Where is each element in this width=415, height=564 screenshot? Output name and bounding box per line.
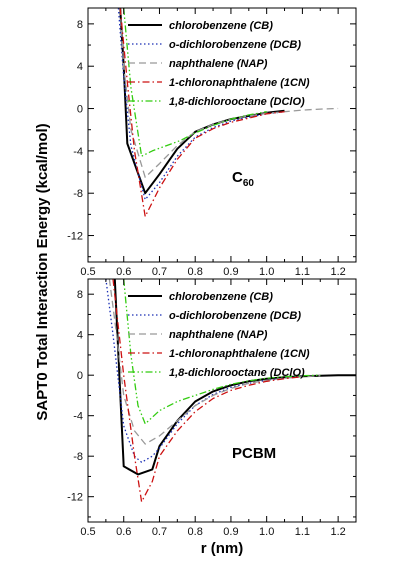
- series-line-pcbm-3: [112, 279, 303, 503]
- x-tick-label: 0.6: [116, 526, 131, 538]
- legend-label: naphthalene (NAP): [169, 58, 268, 70]
- series-line-pcbm-2: [108, 279, 321, 445]
- y-tick-label: -12: [67, 231, 83, 243]
- legend-label: o-dichlorobenzene (DCB): [169, 39, 301, 51]
- series-line-c60-4: [123, 8, 267, 157]
- x-tick-label: 1.1: [295, 266, 310, 278]
- y-tick-label: -12: [67, 492, 83, 504]
- panel-label: PCBM: [232, 445, 276, 462]
- y-tick-label: 8: [77, 289, 83, 301]
- series-line-pcbm-4: [123, 279, 321, 425]
- x-tick-label: 1.0: [259, 266, 274, 278]
- x-tick-label: 1.1: [295, 526, 310, 538]
- x-tick-label: 1.2: [330, 526, 345, 538]
- legend-label: naphthalene (NAP): [169, 329, 268, 341]
- x-tick-label: 0.8: [188, 526, 203, 538]
- legend-label: chlorobenzene (CB): [169, 20, 273, 32]
- y-tick-label: 8: [77, 19, 83, 31]
- x-tick-label: 0.7: [152, 526, 167, 538]
- x-tick-label: 1.0: [259, 526, 274, 538]
- x-tick-label: 0.9: [223, 526, 238, 538]
- legend-label: 1-chloronaphthalene (1CN): [169, 77, 310, 89]
- y-axis-title: SAPT0 Total Interaction Energy (kcal/mol…: [34, 123, 51, 420]
- y-tick-label: 4: [77, 330, 83, 342]
- x-tick-label: 0.9: [223, 266, 238, 278]
- legend-label: 1,8-dichlorooctane (DClO): [169, 367, 305, 379]
- x-tick-label: 0.5: [80, 526, 95, 538]
- y-tick-label: -4: [73, 411, 83, 423]
- y-tick-label: 0: [77, 104, 83, 116]
- x-tick-label: 1.2: [330, 266, 345, 278]
- x-tick-label: 0.8: [188, 266, 203, 278]
- x-axis-title: r (nm): [201, 540, 244, 557]
- x-tick-label: 0.6: [116, 266, 131, 278]
- y-tick-label: -4: [73, 146, 83, 158]
- x-tick-label: 0.5: [80, 266, 95, 278]
- chart-panel-c60: 0.5 0.6 0.7 0.8 0.9 1.0 1.1 1.2 8 4 0 -4 -8 -12 chloro…: [67, 7, 357, 278]
- panel-label: C60: [232, 169, 254, 189]
- y-tick-label: -8: [73, 188, 83, 200]
- y-tick-label: 4: [77, 61, 83, 73]
- y-tick-label: -8: [73, 451, 83, 463]
- chart-panel-pcbm: 0.5 0.6 0.7 0.8 0.9 1.0 1.1 1.2 8 4 0 -4 -8 -12 chloro…: [67, 278, 357, 538]
- x-tick-label: 0.7: [152, 266, 167, 278]
- series-line-c60-3: [119, 8, 285, 218]
- series-line-c60-2: [119, 8, 339, 178]
- series-line-c60-1: [117, 8, 285, 201]
- plot-frame: [87, 7, 357, 263]
- legend-label: 1-chloronaphthalene (1CN): [169, 348, 310, 360]
- plot-frame: [87, 278, 357, 523]
- legend-label: o-dichlorobenzene (DCB): [169, 310, 301, 322]
- y-tick-label: 0: [77, 370, 83, 382]
- legend-label: 1,8-dichlorooctane (DClO): [169, 96, 305, 108]
- legend-label: chlorobenzene (CB): [169, 291, 273, 303]
